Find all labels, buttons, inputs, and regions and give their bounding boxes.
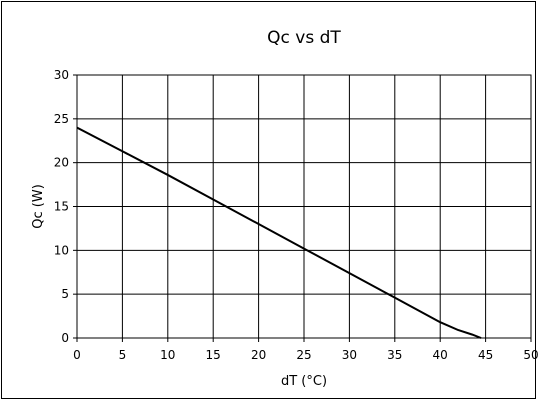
x-tick-label: 5 bbox=[119, 348, 127, 362]
x-tick-label: 50 bbox=[523, 348, 538, 362]
y-tick-label: 5 bbox=[61, 287, 69, 301]
series-group bbox=[76, 126, 482, 339]
y-tick-label: 30 bbox=[54, 68, 69, 82]
x-tick-label: 35 bbox=[387, 348, 402, 362]
x-tick-label: 0 bbox=[73, 348, 81, 362]
x-tick-label: 40 bbox=[433, 348, 448, 362]
x-tick-label: 10 bbox=[160, 348, 175, 362]
y-tick-label: 10 bbox=[54, 243, 69, 257]
x-tick-label: 25 bbox=[296, 348, 311, 362]
x-axis-label: dT (°C) bbox=[281, 374, 327, 389]
y-tick-label: 15 bbox=[54, 200, 69, 214]
grid-lines bbox=[76, 74, 532, 339]
x-tick-label: 15 bbox=[206, 348, 221, 362]
y-tick-label: 25 bbox=[54, 112, 69, 126]
x-tick-label: 45 bbox=[478, 348, 493, 362]
chart-title: Qc vs dT bbox=[267, 28, 341, 48]
y-axis-ticks: 0 5 10 15 20 25 30 bbox=[54, 68, 77, 345]
series-line-0 bbox=[76, 126, 482, 339]
x-tick-label: 30 bbox=[342, 348, 357, 362]
y-axis-label: Qc (W) bbox=[31, 184, 46, 229]
y-tick-label: 20 bbox=[54, 156, 69, 170]
y-tick-label: 0 bbox=[61, 331, 69, 345]
x-tick-label: 20 bbox=[251, 348, 266, 362]
x-axis-ticks: 0 5 10 15 20 25 30 35 40 45 50 bbox=[73, 338, 539, 362]
